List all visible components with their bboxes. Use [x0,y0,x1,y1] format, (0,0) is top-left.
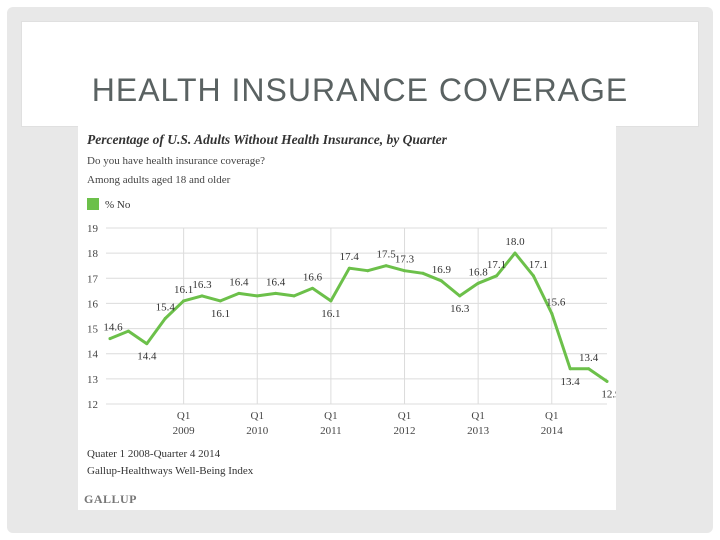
chart-subtitle-line-2: Among adults aged 18 and older [87,174,231,186]
data-point [145,342,149,346]
y-tick-label: 15 [87,324,99,336]
x-tick-quarter: Q1 [324,410,337,422]
legend-label: % No [105,199,131,211]
plot-layer [108,251,609,383]
y-tick-label: 16 [87,298,99,310]
data-label: 16.6 [303,271,323,283]
data-point [182,299,186,303]
data-point [403,269,407,273]
chart-subtitle-line-1: Do you have health insurance coverage? [87,155,265,167]
legend-swatch [87,198,99,210]
slide-title: HEALTH INSURANCE COVERAGE [91,72,629,108]
data-point [255,294,259,298]
x-tick-year: 2013 [467,425,490,437]
data-point [292,294,296,298]
footnote-period: Quater 1 2008-Quarter 4 2014 [87,448,221,460]
data-label: 14.4 [137,351,157,363]
data-label: 15.4 [156,302,176,314]
data-point [163,317,167,321]
data-label: 16.8 [469,266,489,278]
data-point [329,299,333,303]
y-tick-label: 19 [87,223,99,235]
data-label: 18.0 [505,236,525,248]
data-point [568,367,572,371]
data-labels: 14.614.415.416.1 16.316.116.4 16.4 16.616.1… [103,236,621,400]
data-point [421,271,425,275]
footnote-source: Gallup-Healthways Well-Being Index [87,465,254,477]
data-point [458,294,462,298]
data-label: 16.9 [432,264,452,276]
data-label: 16.1 [321,308,340,320]
x-axis: Q1 2009 Q1 2010 Q1 2011 Q1 2012 Q1 2013 Q1 2014 [173,410,564,437]
x-tick-quarter: Q1 [177,410,190,422]
data-point [366,269,370,273]
data-point [347,266,351,270]
data-point [126,329,130,333]
y-tick-label: 18 [87,248,99,260]
series-line-pct-no [108,251,609,383]
data-point [605,379,609,383]
line-chart: Percentage of U.S. Adults Without Health… [84,132,621,506]
y-tick-label: 12 [87,399,98,411]
data-point [237,291,241,295]
data-point [439,279,443,283]
data-label: 17.1 [529,259,548,271]
data-label: 12.9 [601,388,616,400]
y-axis: 12 13 14 15 16 17 18 19 [87,223,99,411]
data-label: 16.1 [211,308,230,320]
x-tick-quarter: Q1 [251,410,264,422]
data-label: 17.3 [395,254,415,266]
data-point [274,291,278,295]
x-tick-quarter: Q1 [471,410,484,422]
x-tick-year: 2009 [173,425,196,437]
grid-layer [106,227,607,405]
data-point [476,281,480,285]
data-point [531,274,535,278]
data-label: 17.5 [376,249,396,261]
data-point [513,251,517,255]
data-point [495,274,499,278]
x-tick-year: 2011 [320,425,342,437]
data-point [310,286,314,290]
data-point [200,294,204,298]
data-label: 17.4 [340,251,360,263]
data-label: 16.3 [192,279,212,291]
chart-title: Percentage of U.S. Adults Without Health… [87,132,448,147]
gallup-logo: GALLUP [84,492,137,506]
data-point [108,337,112,341]
chart-card: Percentage of U.S. Adults Without Health… [78,126,621,510]
data-point [218,299,222,303]
x-tick-quarter: Q1 [545,410,558,422]
data-label: 15.6 [546,296,566,308]
y-tick-label: 14 [87,349,99,361]
y-tick-label: 13 [87,374,99,386]
data-label: 13.4 [579,352,599,364]
data-label: 14.6 [103,322,123,334]
data-point [587,367,591,371]
data-label: 16.4 [229,276,249,288]
x-tick-quarter: Q1 [398,410,411,422]
data-point [384,264,388,268]
data-label: 16.1 [174,284,193,296]
title-box: HEALTH INSURANCE COVERAGE [22,22,698,126]
x-tick-year: 2012 [394,425,416,437]
data-label: 17.1 [487,259,506,271]
y-tick-label: 17 [87,273,99,285]
data-label: 13.4 [561,376,581,388]
data-label: 16.4 [266,276,286,288]
data-label: 16.3 [450,303,470,315]
x-tick-year: 2010 [246,425,269,437]
x-tick-year: 2014 [541,425,564,437]
data-point [550,311,554,315]
